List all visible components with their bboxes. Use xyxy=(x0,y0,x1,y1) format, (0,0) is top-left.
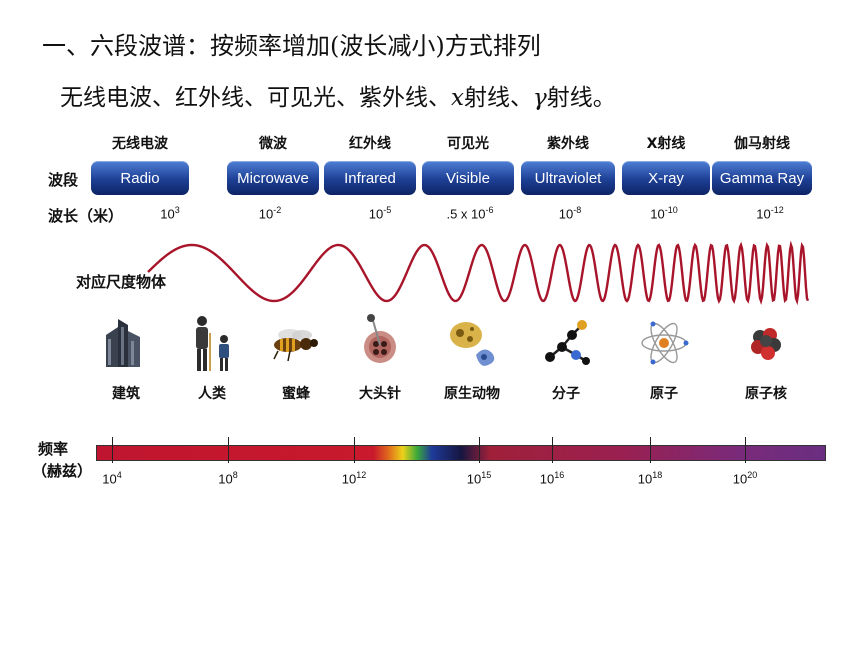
frequency-label: 1018 xyxy=(637,470,663,487)
band-pill: Ultraviolet xyxy=(521,161,615,195)
frequency-label: 104 xyxy=(102,470,122,487)
object-label: 原子 xyxy=(650,386,678,402)
band-cn-label: 无线电波 xyxy=(112,136,168,152)
frequency-label: 1015 xyxy=(466,470,492,487)
frequency-label: 1020 xyxy=(732,470,758,487)
row-label-band: 波段 xyxy=(48,171,79,189)
wavelength-label: 10-5 xyxy=(368,205,392,222)
band-cn-label: 微波 xyxy=(259,136,287,152)
subtitle-post: 射线。 xyxy=(546,85,616,111)
band-pill: Infrared xyxy=(324,161,416,195)
nucleus-icon xyxy=(736,313,796,373)
frequency-tick xyxy=(745,437,746,463)
wavelength-label: 10-8 xyxy=(558,205,582,222)
band-cn-label: 紫外线 xyxy=(547,136,589,152)
page-subtitle: 无线电波、红外线、可见光、紫外线、x射线、γ射线。 xyxy=(60,78,616,112)
object-label: 原子核 xyxy=(745,386,787,402)
frequency-tick xyxy=(354,437,355,463)
frequency-tick xyxy=(650,437,651,463)
subtitle-mid: 射线、 xyxy=(463,85,533,111)
frequency-label: 1012 xyxy=(341,470,367,487)
wavelength-label: 103 xyxy=(160,205,180,222)
band-pill: Microwave xyxy=(227,161,319,195)
atom-icon xyxy=(634,313,694,373)
band-cn-label: 伽马射线 xyxy=(734,136,790,152)
subtitle-gamma: γ xyxy=(532,85,547,111)
frequency-tick xyxy=(552,437,553,463)
subtitle-pre: 无线电波、红外线、可见光、紫外线、 xyxy=(60,85,451,111)
frequency-label: 108 xyxy=(218,470,238,487)
molecule-icon xyxy=(536,313,596,373)
wavelength-label: 10-12 xyxy=(756,205,784,222)
band-cn-label: X射线 xyxy=(646,136,686,152)
object-label: 建筑 xyxy=(112,386,140,402)
object-label: 大头针 xyxy=(359,386,401,402)
object-label: 蜜蜂 xyxy=(282,386,310,402)
band-cn-label: 可见光 xyxy=(447,136,489,152)
object-label: 人类 xyxy=(198,386,226,402)
pin-icon xyxy=(350,313,410,373)
frequency-label: 1016 xyxy=(539,470,565,487)
wave-line xyxy=(147,240,810,306)
wavelength-label: .5 x 10-6 xyxy=(446,205,494,222)
protozoa-icon xyxy=(442,313,502,373)
humans-icon xyxy=(182,313,242,373)
wavelength-label: 10-10 xyxy=(650,205,678,222)
row-label-frequency: 频率 xyxy=(38,440,69,458)
object-label: 原生动物 xyxy=(444,386,500,402)
wavelength-label: 10-2 xyxy=(258,205,282,222)
band-pill: X-ray xyxy=(622,161,710,195)
row-label-scale: 对应尺度物体 xyxy=(76,273,167,291)
frequency-tick xyxy=(112,437,113,463)
band-cn-label: 红外线 xyxy=(349,136,391,152)
spectrum-figure: 波段 波长（米） 对应尺度物体 频率 （赫兹） 无线电波 Radio 微波 Micro… xyxy=(30,125,830,505)
row-label-frequency-unit: （赫兹） xyxy=(32,462,93,480)
frequency-tick xyxy=(228,437,229,463)
page-title: 一、六段波谱：按频率增加(波长减小)方式排列 xyxy=(42,32,541,60)
band-pill: Visible xyxy=(422,161,514,195)
band-pill: Gamma Ray xyxy=(712,161,812,195)
subtitle-x: x xyxy=(451,85,464,111)
frequency-spectrum-bar xyxy=(96,445,826,461)
band-pill: Radio xyxy=(91,161,189,195)
object-label: 分子 xyxy=(552,386,580,402)
row-label-wavelength: 波长（米） xyxy=(48,207,124,225)
frequency-tick xyxy=(479,437,480,463)
bee-icon xyxy=(266,313,326,373)
building-icon xyxy=(96,313,156,373)
wave-graphic xyxy=(147,240,810,306)
